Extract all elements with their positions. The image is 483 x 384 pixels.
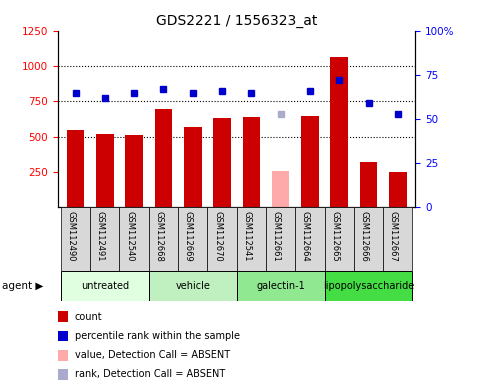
Bar [61, 271, 149, 301]
Text: galectin-1: galectin-1 [256, 281, 305, 291]
Text: value, Detection Call = ABSENT: value, Detection Call = ABSENT [75, 350, 230, 360]
Bar [237, 271, 325, 301]
Text: agent ▶: agent ▶ [2, 281, 44, 291]
Text: count: count [75, 312, 102, 322]
Bar [301, 116, 319, 207]
Bar [67, 130, 85, 207]
Text: percentile rank within the sample: percentile rank within the sample [75, 331, 240, 341]
Bar [272, 171, 289, 207]
Bar [325, 271, 412, 301]
Text: GSM112666: GSM112666 [359, 210, 369, 262]
Bar [242, 117, 260, 207]
Text: rank, Detection Call = ABSENT: rank, Detection Call = ABSENT [75, 369, 225, 379]
Text: vehicle: vehicle [175, 281, 210, 291]
Text: GSM112541: GSM112541 [242, 210, 251, 261]
Bar [178, 207, 207, 271]
Text: GSM112665: GSM112665 [330, 210, 339, 261]
Bar [266, 207, 295, 271]
Bar [295, 207, 325, 271]
Bar [149, 207, 178, 271]
Text: GSM112661: GSM112661 [271, 210, 281, 261]
Bar [155, 109, 172, 207]
Bar [96, 134, 114, 207]
Bar [330, 57, 348, 207]
Text: GSM112670: GSM112670 [213, 210, 222, 261]
Title: GDS2221 / 1556323_at: GDS2221 / 1556323_at [156, 14, 317, 28]
Text: GSM112664: GSM112664 [301, 210, 310, 261]
Bar [213, 118, 231, 207]
Text: lipopolysaccharide: lipopolysaccharide [323, 281, 414, 291]
Text: GSM112667: GSM112667 [389, 210, 398, 262]
Text: GSM112490: GSM112490 [67, 210, 75, 261]
Bar [237, 207, 266, 271]
Bar [149, 271, 237, 301]
Bar [61, 207, 90, 271]
Bar [126, 135, 143, 207]
Text: GSM112668: GSM112668 [155, 210, 163, 262]
Bar [389, 172, 407, 207]
Bar [360, 162, 377, 207]
Bar [119, 207, 149, 271]
Bar [207, 207, 237, 271]
Bar [184, 127, 201, 207]
Bar [325, 207, 354, 271]
Text: GSM112540: GSM112540 [125, 210, 134, 261]
Bar [90, 207, 119, 271]
Bar [383, 207, 412, 271]
Text: GSM112491: GSM112491 [96, 210, 105, 261]
Text: untreated: untreated [81, 281, 129, 291]
Bar [354, 207, 383, 271]
Text: GSM112669: GSM112669 [184, 210, 193, 261]
